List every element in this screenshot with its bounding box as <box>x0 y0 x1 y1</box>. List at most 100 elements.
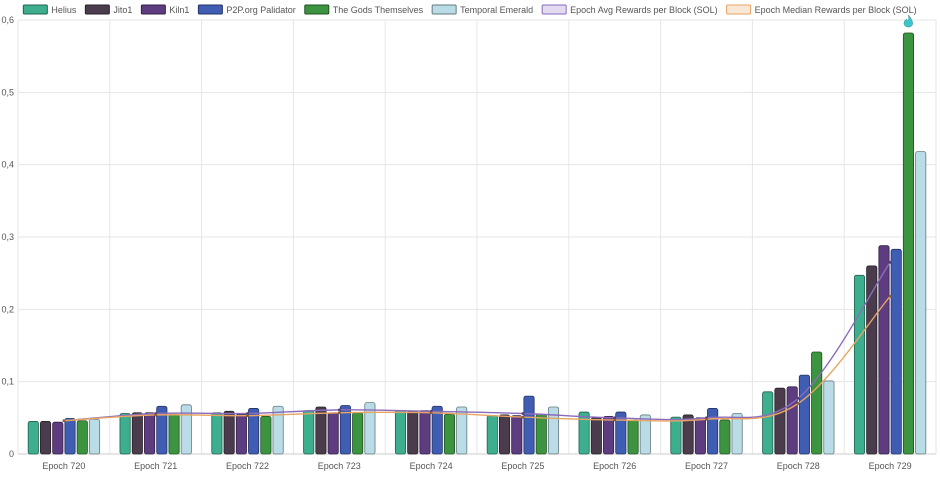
legend-swatch-temporal-emerald[interactable] <box>431 4 457 15</box>
bar-kiln1-epoch-720 <box>52 421 64 455</box>
bar-jito1-epoch-720 <box>39 421 52 455</box>
bar-the-gods-themselves-epoch-720 <box>76 420 88 455</box>
bar-p2p-org-palidator-epoch-725 <box>523 395 535 455</box>
legend-label-kiln1: Kiln1 <box>169 5 189 15</box>
bar-kiln1-epoch-725 <box>511 415 523 455</box>
x-axis-ticks: Epoch 720 Epoch 721 Epoch 722 Epoch 723 Epoc… <box>42 461 911 471</box>
x-tick-label: Epoch 727 <box>685 461 728 471</box>
legend-label-temporal-emerald: Temporal Emerald <box>460 5 533 15</box>
legend-swatch-p2p-org-palidator[interactable] <box>197 4 223 15</box>
bar-kiln1-epoch-724 <box>419 410 431 455</box>
point-epoch-avg-rewards-per-block-sol-epoch-722 <box>246 412 249 415</box>
legend-label-the-gods-themselves: The Gods Themselves <box>333 5 424 15</box>
legend-swatch-the-gods-themselves[interactable] <box>304 4 330 15</box>
bar-the-gods-themselves-epoch-728 <box>811 351 823 455</box>
x-tick-label: Epoch 722 <box>226 461 269 471</box>
bar-the-gods-themselves-epoch-729 <box>902 32 915 455</box>
bar-p2p-org-palidator-epoch-728 <box>798 374 810 455</box>
line-epoch-avg-rewards-per-block-sol <box>63 261 891 422</box>
bar-helius-epoch-728 <box>762 391 774 455</box>
y-tick-label: 0 <box>9 449 14 459</box>
bar-temporal-emerald-epoch-728 <box>823 380 835 455</box>
x-tick-label: Epoch 721 <box>134 461 177 471</box>
legend-swatch-epoch-median-rewards-per-block-sol[interactable] <box>726 4 752 15</box>
bar-jito1-epoch-728 <box>774 387 786 455</box>
y-tick-label: 0,3 <box>1 232 14 242</box>
bar-jito1-epoch-721 <box>131 412 143 455</box>
bar-temporal-emerald-epoch-722 <box>272 405 284 455</box>
bar-the-gods-themselves-epoch-722 <box>260 415 272 455</box>
bar-p2p-org-palidator-epoch-724 <box>431 405 443 455</box>
point-epoch-median-rewards-per-block-sol-epoch-725 <box>521 415 525 419</box>
y-tick-label: 0,1 <box>1 377 14 387</box>
x-tick-label: Epoch 723 <box>318 461 361 471</box>
bar-the-gods-themselves-epoch-725 <box>535 413 547 455</box>
x-tick-label: Epoch 720 <box>42 461 85 471</box>
bar-p2p-org-palidator-epoch-723 <box>339 405 351 455</box>
bar-helius-epoch-724 <box>394 410 407 455</box>
x-tick-label: Epoch 724 <box>410 461 453 471</box>
legend-swatch-jito1[interactable] <box>84 4 110 15</box>
legend-label-epoch-avg-rewards-per-block-sol: Epoch Avg Rewards per Block (SOL) <box>570 5 717 15</box>
legend-swatch-epoch-avg-rewards-per-block-sol[interactable] <box>541 4 567 15</box>
bar-the-gods-themselves-epoch-724 <box>443 413 456 455</box>
chart-legend: Helius Jito1 Kiln1 P2P.org Palidator The God… <box>22 4 917 15</box>
point-epoch-median-rewards-per-block-sol-epoch-729 <box>888 294 892 298</box>
bar-p2p-org-palidator-epoch-721 <box>156 405 168 455</box>
bar-kiln1-epoch-729 <box>878 245 890 455</box>
point-epoch-median-rewards-per-block-sol-epoch-721 <box>154 413 158 417</box>
bar-helius-epoch-725 <box>486 415 498 455</box>
bar-jito1-epoch-724 <box>407 410 419 455</box>
line-series <box>62 260 892 423</box>
bar-jito1-epoch-722 <box>223 410 235 455</box>
bar-temporal-emerald-epoch-721 <box>180 404 192 455</box>
bar-temporal-emerald-epoch-725 <box>547 406 560 455</box>
y-axis-ticks: 0 0,1 0,2 0,3 0,4 0,5 0,6 <box>1 15 14 459</box>
x-tick-label: Epoch 725 <box>501 461 544 471</box>
y-tick-label: 0,6 <box>1 15 14 25</box>
bar-the-gods-themselves-epoch-726 <box>627 419 639 455</box>
bar-the-gods-themselves-epoch-723 <box>352 412 364 455</box>
bar-jito1-epoch-726 <box>590 417 602 455</box>
bar-helius-epoch-722 <box>211 412 223 455</box>
y-tick-label: 0,4 <box>1 160 14 170</box>
bar-temporal-emerald-epoch-720 <box>88 418 101 455</box>
bar-helius-epoch-726 <box>578 411 590 455</box>
flame-icon <box>903 14 913 28</box>
bar-helius-epoch-727 <box>670 416 682 455</box>
point-epoch-avg-rewards-per-block-sol-epoch-728 <box>796 396 800 400</box>
bar-helius-epoch-721 <box>119 413 131 455</box>
legend-label-epoch-median-rewards-per-block-sol: Epoch Median Rewards per Block (SOL) <box>755 5 917 15</box>
chart-grid <box>17 19 937 455</box>
bar-marks <box>27 32 927 455</box>
bar-p2p-org-palidator-epoch-720 <box>64 418 76 455</box>
y-tick-label: 0,5 <box>1 87 14 97</box>
y-tick-label: 0,2 <box>1 304 14 314</box>
bar-jito1-epoch-723 <box>315 406 327 455</box>
bar-p2p-org-palidator-epoch-729 <box>890 248 902 455</box>
x-tick-label: Epoch 726 <box>593 461 636 471</box>
line-epoch-median-rewards-per-block-sol <box>63 295 891 422</box>
bar-temporal-emerald-epoch-726 <box>639 414 651 455</box>
bar-temporal-emerald-epoch-727 <box>731 413 743 455</box>
x-tick-label: Epoch 728 <box>777 461 820 471</box>
point-epoch-median-rewards-per-block-sol-epoch-727 <box>705 417 708 421</box>
bar-helius-epoch-729 <box>853 274 866 455</box>
bar-the-gods-themselves-epoch-727 <box>719 419 731 455</box>
bar-helius-epoch-720 <box>27 421 39 455</box>
bar-kiln1-epoch-726 <box>603 415 615 455</box>
point-epoch-median-rewards-per-block-sol-epoch-723 <box>337 411 341 415</box>
point-epoch-median-rewards-per-block-sol-epoch-720 <box>62 419 66 423</box>
point-epoch-median-rewards-per-block-sol-epoch-728 <box>796 401 800 405</box>
bar-helius-epoch-723 <box>303 410 315 455</box>
point-epoch-median-rewards-per-block-sol-epoch-726 <box>613 418 617 422</box>
point-epoch-avg-rewards-per-block-sol-epoch-726 <box>613 416 617 420</box>
chart-annotations <box>903 14 913 28</box>
legend-swatch-kiln1[interactable] <box>140 4 166 15</box>
bar-the-gods-themselves-epoch-721 <box>168 413 180 455</box>
bar-jito1-epoch-727 <box>682 414 694 455</box>
bar-p2p-org-palidator-epoch-722 <box>248 408 260 455</box>
legend-label-helius: Helius <box>51 5 77 15</box>
legend-swatch-helius[interactable] <box>22 4 48 15</box>
